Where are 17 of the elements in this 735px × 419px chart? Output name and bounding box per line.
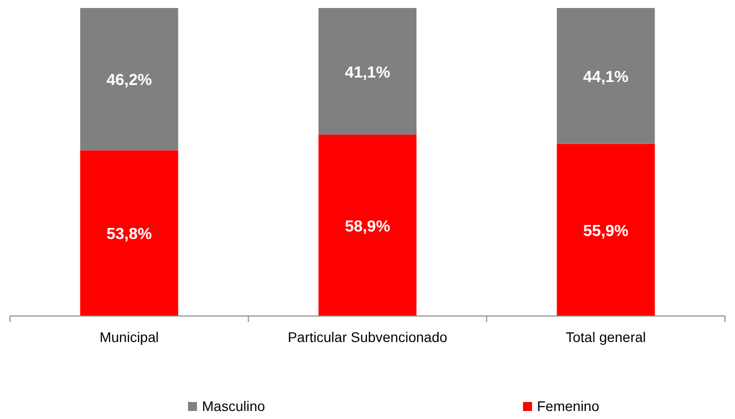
data-label: 41,1% xyxy=(344,64,390,82)
bar xyxy=(80,8,178,150)
x-tick-label: Total general xyxy=(566,329,646,345)
x-tick-label: Municipal xyxy=(100,329,159,345)
data-label: 53,8% xyxy=(106,226,152,244)
data-label: 46,2% xyxy=(106,72,152,90)
bar xyxy=(556,144,655,316)
data-label: 44,1% xyxy=(583,68,629,86)
bar xyxy=(318,8,416,135)
bar xyxy=(556,8,655,144)
data-label: 55,9% xyxy=(583,222,629,240)
bar xyxy=(318,134,416,316)
bar xyxy=(80,150,178,316)
legend-label: Masculino xyxy=(202,398,266,414)
legend-label: Femenino xyxy=(537,398,600,414)
x-tick-label: Particular Subvencionado xyxy=(288,329,448,345)
data-label: 58,9% xyxy=(344,218,390,236)
